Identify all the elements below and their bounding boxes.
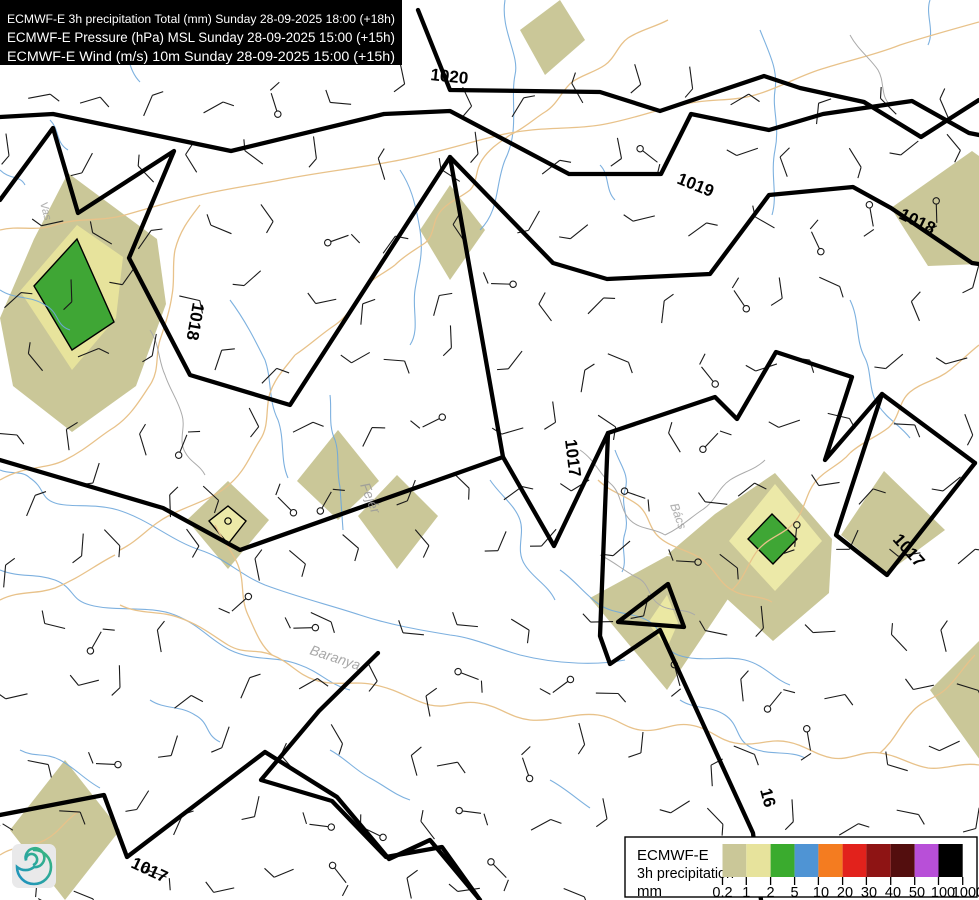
- svg-text:1020: 1020: [430, 65, 470, 88]
- svg-text:1000: 1000: [952, 885, 979, 900]
- svg-text:ECMWF-E 3h precipitation Total: ECMWF-E 3h precipitation Total (mm) Sund…: [7, 12, 395, 26]
- svg-text:ECMWF-E: ECMWF-E: [637, 847, 709, 864]
- svg-text:30: 30: [861, 885, 877, 900]
- svg-text:2: 2: [767, 885, 775, 900]
- svg-text:1: 1: [742, 885, 750, 900]
- svg-text:0.2: 0.2: [712, 885, 732, 900]
- svg-text:ECMWF-E Pressure (hPa) MSL Sun: ECMWF-E Pressure (hPa) MSL Sunday 28-09-…: [7, 30, 395, 45]
- svg-text:40: 40: [885, 885, 901, 900]
- svg-text:5: 5: [791, 885, 799, 900]
- svg-text:50: 50: [909, 885, 925, 900]
- svg-text:mm: mm: [637, 883, 662, 900]
- svg-text:20: 20: [837, 885, 853, 900]
- svg-text:3h precipitation: 3h precipitation: [637, 866, 734, 882]
- svg-text:10: 10: [813, 885, 829, 900]
- svg-text:ECMWF-E Wind (m/s) 10m Sunday: ECMWF-E Wind (m/s) 10m Sunday 28-09-2025…: [7, 48, 395, 64]
